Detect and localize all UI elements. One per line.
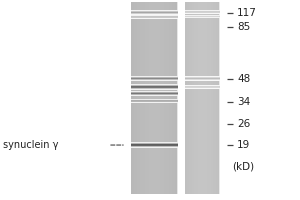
Text: 19: 19 <box>237 140 250 150</box>
Text: 85: 85 <box>237 22 250 32</box>
Text: 117: 117 <box>237 8 257 18</box>
Text: 34: 34 <box>237 97 250 107</box>
Text: 26: 26 <box>237 119 250 129</box>
Text: (kD): (kD) <box>232 161 255 171</box>
Text: 48: 48 <box>237 74 250 84</box>
Bar <box>130 2 177 194</box>
Text: synuclein γ: synuclein γ <box>3 140 58 150</box>
Bar <box>184 2 219 194</box>
